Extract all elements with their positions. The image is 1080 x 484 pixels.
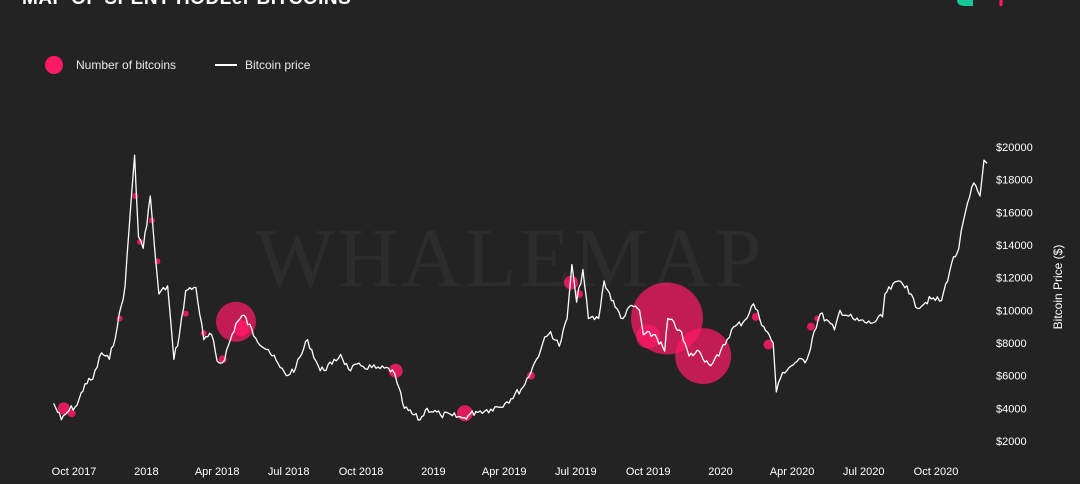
- bubble-point: [388, 363, 403, 378]
- x-tick-label: Oct 2019: [626, 466, 671, 478]
- chart-title: MAP OF SPENT HODLer BITCOINS: [22, 0, 351, 10]
- bubble-point: [675, 328, 732, 385]
- bubble-point: [233, 320, 250, 337]
- x-tick-label: Jul 2019: [555, 466, 597, 478]
- legend-bubble-swatch: [45, 56, 63, 74]
- bubble-point: [132, 193, 139, 199]
- y-tick-label: $14000: [996, 240, 1033, 252]
- x-tick-label: Apr 2020: [770, 466, 815, 478]
- x-tick-label: Oct 2020: [914, 466, 959, 478]
- legend-bubbles-label: Number of bitcoins: [76, 58, 177, 72]
- y-tick-label: $8000: [996, 338, 1027, 350]
- y-tick-label: $18000: [996, 175, 1033, 187]
- y-tick-label: $6000: [996, 371, 1027, 383]
- bubble-point: [116, 315, 123, 322]
- bubble-point: [806, 322, 815, 331]
- x-tick-label: 2018: [134, 466, 158, 478]
- price-line: [53, 154, 988, 421]
- y-tick-label: $2000: [996, 436, 1027, 448]
- bubble-point: [182, 310, 189, 317]
- bubble-point: [216, 301, 257, 342]
- bubble-point: [67, 409, 76, 418]
- x-tick-label: Oct 2017: [52, 466, 97, 478]
- y-axis-label: Bitcoin Price ($): [1051, 245, 1065, 330]
- y-tick-label: $10000: [996, 305, 1033, 317]
- x-tick-label: 2019: [421, 466, 445, 478]
- bubble-point: [763, 339, 774, 350]
- bubble-point: [751, 312, 760, 321]
- y-tick-label: $16000: [996, 207, 1033, 219]
- whalemap-logo: [957, 0, 1003, 6]
- y-tick-label: $12000: [996, 273, 1033, 285]
- x-tick-label: Oct 2018: [339, 466, 384, 478]
- legend-line-swatch: [215, 64, 237, 66]
- y-axis: $2000 $4000 $6000 $8000 $10000 $12000 $14000 $1…: [996, 142, 1033, 448]
- x-tick-label: Jul 2020: [843, 466, 885, 478]
- y-tick-label: $4000: [996, 403, 1027, 415]
- bubble-point: [57, 402, 70, 415]
- y-tick-label: $20000: [996, 142, 1033, 154]
- x-tick-label: 2020: [708, 466, 732, 478]
- logo-green-mark: [957, 0, 973, 6]
- logo-pink-mark: [999, 0, 1003, 6]
- x-tick-label: Apr 2018: [195, 466, 240, 478]
- x-tick-label: Jul 2018: [268, 466, 310, 478]
- x-axis: Oct 2017 2018 Apr 2018 Jul 2018 Oct 2018 2019…: [52, 466, 959, 478]
- legend-price-label: Bitcoin price: [245, 58, 311, 72]
- price-line-layer: [53, 154, 988, 421]
- x-tick-label: Apr 2019: [482, 466, 527, 478]
- bubbles-layer: [57, 193, 821, 422]
